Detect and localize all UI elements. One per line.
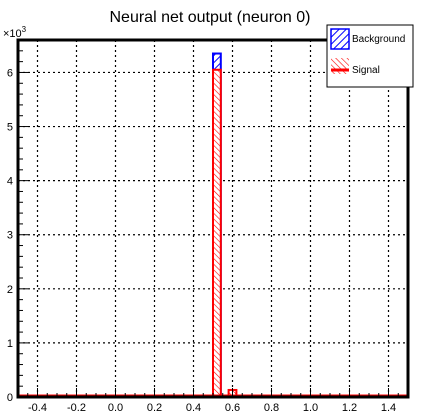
legend-label-signal: Signal — [352, 65, 380, 76]
chart-title: Neural net output (neuron 0) — [109, 9, 310, 26]
y-multiplier: ×103 — [3, 25, 27, 40]
x-tick-label: 0.6 — [225, 402, 240, 413]
y-tick-label: 1 — [7, 338, 13, 350]
y-tick-label: 6 — [7, 67, 13, 79]
x-tick-label: 0.0 — [108, 402, 123, 413]
x-tick-label: 0.4 — [186, 402, 201, 413]
x-tick-label: -0.2 — [67, 402, 86, 413]
x-tick-label: 0.2 — [147, 402, 162, 413]
y-tick-label: 2 — [7, 284, 13, 296]
legend-label-background: Background — [352, 34, 405, 45]
x-tick-label: 1.4 — [381, 402, 396, 413]
bar-signal — [212, 68, 222, 398]
y-axis-ticks: 0 1 2 3 4 5 6 — [7, 50, 28, 404]
x-axis-ticks: -0.4 -0.2 0.0 0.2 0.4 0.6 0.8 1.0 1.2 1.4 — [27, 388, 399, 413]
x-tick-label: 0.8 — [264, 402, 279, 413]
y-tick-label: 5 — [7, 122, 13, 134]
y-tick-label: 3 — [7, 230, 13, 242]
x-tick-label: 1.2 — [342, 402, 357, 413]
x-tick-label: 1.0 — [303, 402, 318, 413]
y-tick-label: 0 — [7, 392, 13, 404]
legend-swatch-signal — [331, 58, 349, 74]
x-tick-label: -0.4 — [28, 402, 47, 413]
legend-swatch-background — [330, 28, 350, 50]
legend: Background Signal — [326, 24, 414, 88]
y-tick-label: 4 — [7, 176, 13, 188]
